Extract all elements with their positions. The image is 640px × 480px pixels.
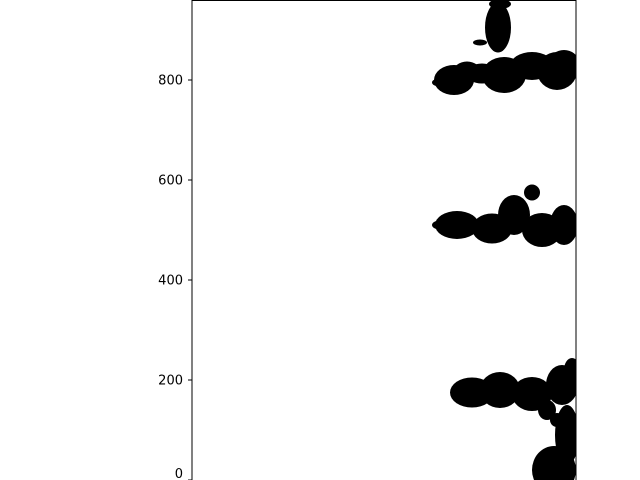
scatter-point-cluster (473, 39, 487, 46)
scatter-point-cluster (555, 405, 576, 465)
scatter-point-cluster (538, 400, 556, 420)
scatter-point-cluster (564, 358, 576, 382)
y-axis-ticks: 0 200 400 600 800 (158, 74, 192, 480)
scatter-point-cluster (550, 205, 576, 245)
scatter-marks (432, 0, 576, 480)
scatter-point-cluster (480, 372, 520, 408)
scatter-point-cluster (453, 61, 481, 84)
scatter-point-cluster (524, 184, 540, 201)
scatter-point-cluster (432, 78, 448, 87)
scatter-point-cluster (498, 195, 530, 235)
scatter-point-cluster (432, 220, 452, 230)
scatter-point-cluster (435, 211, 479, 239)
scatter-point-cluster (489, 0, 511, 9)
scatter-point-cluster (485, 2, 511, 53)
y-tick-label: 400 (158, 274, 183, 289)
scatter-point-cluster (550, 50, 576, 72)
y-tick-label: 600 (158, 174, 183, 189)
y-tick-label: 0 (175, 467, 183, 480)
y-tick-label: 800 (158, 74, 183, 89)
y-tick-label: 200 (158, 374, 183, 389)
